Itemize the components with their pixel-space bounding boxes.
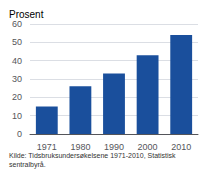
svg-text:Kilde: Tidsbruksundersøkelsene: Kilde: Tidsbruksundersøkelsene 1971-2010… (9, 152, 177, 159)
svg-text:0: 0 (17, 129, 22, 139)
svg-text:10: 10 (12, 111, 22, 121)
svg-text:1990: 1990 (104, 142, 124, 152)
svg-text:60: 60 (12, 19, 22, 29)
svg-text:50: 50 (12, 37, 22, 47)
svg-text:1980: 1980 (70, 142, 90, 152)
svg-text:1971: 1971 (37, 142, 57, 152)
svg-text:20: 20 (12, 92, 22, 102)
svg-text:30: 30 (12, 74, 22, 84)
svg-text:sentralbyrå.: sentralbyrå. (9, 161, 46, 169)
svg-text:2000: 2000 (138, 142, 158, 152)
svg-text:2010: 2010 (171, 142, 191, 152)
svg-text:40: 40 (12, 56, 22, 66)
svg-text:Prosent: Prosent (9, 9, 44, 20)
